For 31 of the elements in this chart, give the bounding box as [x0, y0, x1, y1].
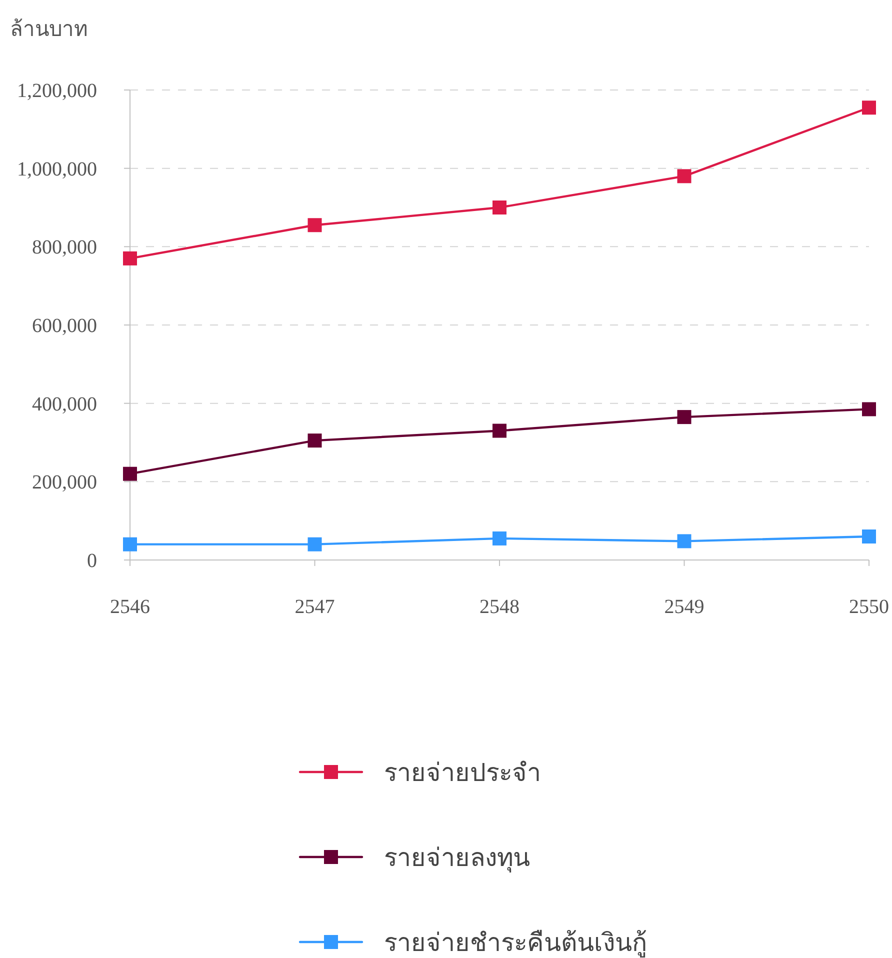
y-tick-label: 0	[87, 550, 97, 572]
point	[492, 531, 506, 546]
x-tick-label: 2546	[110, 596, 150, 618]
point	[862, 530, 876, 544]
point	[862, 402, 876, 416]
point	[492, 200, 506, 214]
point	[677, 534, 692, 548]
legend-label: รายจ่ายชำระคืนต้นเงินกู้	[384, 929, 647, 958]
legend-label: รายจ่ายประจำ	[384, 760, 541, 787]
point	[123, 466, 137, 481]
x-tick-label: 2550	[849, 596, 889, 618]
x-tick-label: 2547	[294, 596, 335, 618]
x-tick-label: 2548	[480, 596, 520, 618]
point	[492, 424, 506, 438]
point	[123, 537, 137, 552]
point	[862, 100, 876, 115]
point	[677, 410, 692, 424]
y-tick-label: 800,000	[32, 236, 97, 259]
x-tick-label: 2549	[664, 596, 704, 618]
point	[308, 218, 322, 232]
y-tick-label: 200,000	[32, 472, 97, 494]
point	[308, 537, 322, 552]
y-tick-label: 1,200,000	[17, 80, 97, 102]
point	[123, 251, 137, 266]
y-axis-title: ล้านบาท	[10, 17, 88, 41]
y-tick-label: 600,000	[32, 315, 97, 337]
point	[308, 434, 322, 448]
y-tick-label: 1,000,000	[17, 158, 97, 180]
legend-label: รายจ่ายลงทุน	[384, 845, 530, 873]
y-tick-label: 400,000	[32, 393, 97, 416]
point	[677, 169, 692, 184]
